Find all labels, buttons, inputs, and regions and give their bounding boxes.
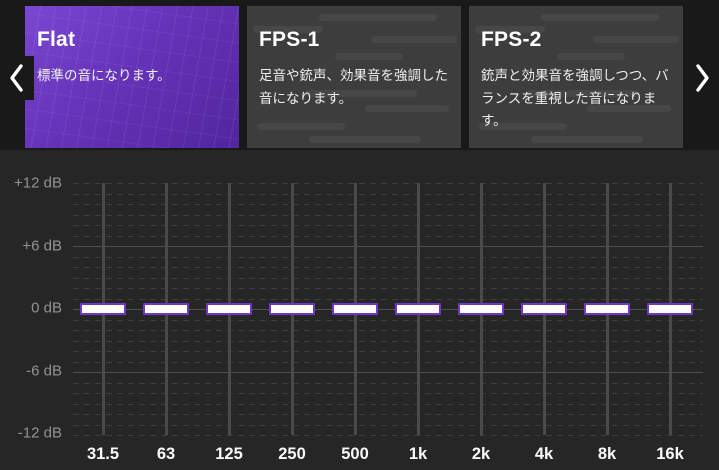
y-axis-label: -12 dB — [17, 424, 62, 442]
preset-carousel: Flat 標準の音になります。 FPS-1 足音や銃声、効果音を強調した音になり… — [0, 0, 719, 150]
eq-band-handle[interactable] — [80, 303, 126, 315]
eq-gridline-minor — [73, 183, 703, 184]
eq-gridline-major — [73, 309, 703, 310]
eq-band-handle[interactable] — [206, 303, 252, 315]
eq-gridline-major — [73, 246, 703, 247]
streak-decoration — [309, 136, 421, 143]
preset-title: Flat — [37, 28, 76, 51]
eq-band-freq-label: 31.5 — [86, 445, 120, 463]
eq-gridline-minor — [73, 267, 703, 268]
preset-description: 足音や銃声、効果音を強調した音になります。 — [259, 68, 448, 106]
eq-gridline-minor — [73, 214, 703, 216]
eq-gridline-minor — [73, 319, 703, 321]
preset-title: FPS-1 — [259, 28, 320, 51]
streak-decoration — [475, 26, 545, 33]
streak-decoration — [253, 26, 323, 33]
eq-band-handle[interactable] — [269, 303, 315, 315]
streak-decoration — [479, 123, 567, 130]
eq-gridline-minor — [73, 351, 703, 352]
eq-gridline-minor — [73, 330, 703, 331]
eq-gridline-minor — [73, 424, 703, 426]
chevron-right-icon — [696, 64, 709, 92]
eq-gridline-minor — [73, 340, 703, 342]
streak-decoration — [531, 136, 643, 143]
preset-card-fps-2[interactable]: FPS-2 銃声と効果音を強調しつつ、バランスを重視した音になります。 — [469, 6, 683, 148]
streak-decoration — [371, 36, 457, 43]
streak-decoration — [593, 36, 679, 43]
eq-band-handle[interactable] — [332, 303, 378, 315]
preset-title: FPS-2 — [481, 28, 542, 51]
eq-band-handle[interactable] — [458, 303, 504, 315]
streak-decoration — [319, 14, 437, 21]
eq-gridline-minor — [73, 225, 703, 226]
eq-gridline-minor — [73, 298, 703, 300]
eq-gridline-minor — [73, 382, 703, 384]
streak-decoration — [257, 123, 345, 130]
eq-band-freq-label: 2k — [471, 445, 491, 463]
eq-band-freq-label: 4k — [534, 445, 554, 463]
eq-band-freq-label: 16k — [656, 445, 684, 463]
streak-decoration — [365, 105, 449, 112]
eq-gridline-minor — [73, 204, 703, 205]
equalizer-panel: +12 dB +6 dB 0 dB -6 dB -12 dB 31.5 63 125… — [0, 150, 719, 470]
eq-gridline-minor — [73, 235, 703, 237]
y-axis-label: +12 dB — [14, 174, 62, 192]
eq-gridline-minor — [73, 393, 703, 394]
eq-gridline-minor — [73, 277, 703, 279]
streak-decoration — [557, 53, 625, 60]
streak-decoration — [335, 53, 403, 60]
eq-gridline-minor — [73, 435, 703, 436]
streak-decoration — [541, 14, 659, 21]
eq-gridline-minor — [73, 361, 703, 363]
eq-band-handle[interactable] — [584, 303, 630, 315]
eq-band-handle[interactable] — [521, 303, 567, 315]
eq-band-freq-label: 63 — [156, 445, 176, 463]
y-axis-label: 0 dB — [31, 299, 62, 317]
eq-band-freq-label: 125 — [215, 445, 243, 463]
preset-card-fps-1[interactable]: FPS-1 足音や銃声、効果音を強調した音になります。 — [247, 6, 461, 148]
streak-decoration — [305, 90, 417, 97]
chevron-left-icon — [10, 64, 23, 92]
eq-gridline-minor — [73, 256, 703, 258]
eq-gridline-major — [73, 372, 703, 373]
eq-band-freq-label: 250 — [278, 445, 306, 463]
preset-description: 銃声と効果音を強調しつつ、バランスを重視した音になります。 — [481, 68, 669, 129]
eq-gridline-minor — [73, 403, 703, 405]
eq-band-handle[interactable] — [647, 303, 693, 315]
streak-decoration — [527, 90, 639, 97]
eq-gridline-minor — [73, 193, 703, 195]
carousel-prev-button[interactable] — [0, 56, 34, 100]
eq-gridline-minor — [73, 288, 703, 289]
streak-decoration — [587, 105, 671, 112]
eq-band-freq-label: 500 — [341, 445, 369, 463]
y-axis-label: -6 dB — [26, 362, 62, 379]
eq-band-freq-label: 1k — [408, 445, 428, 463]
carousel-next-button[interactable] — [685, 56, 719, 100]
preset-description: 標準の音になります。 — [37, 68, 171, 83]
eq-band-handle[interactable] — [395, 303, 441, 315]
eq-band-handle[interactable] — [143, 303, 189, 315]
y-axis-label: +6 dB — [22, 237, 62, 254]
eq-band-freq-label: 8k — [597, 445, 617, 463]
eq-gridline-minor — [73, 414, 703, 415]
preset-card-flat[interactable]: Flat 標準の音になります。 — [25, 6, 239, 148]
